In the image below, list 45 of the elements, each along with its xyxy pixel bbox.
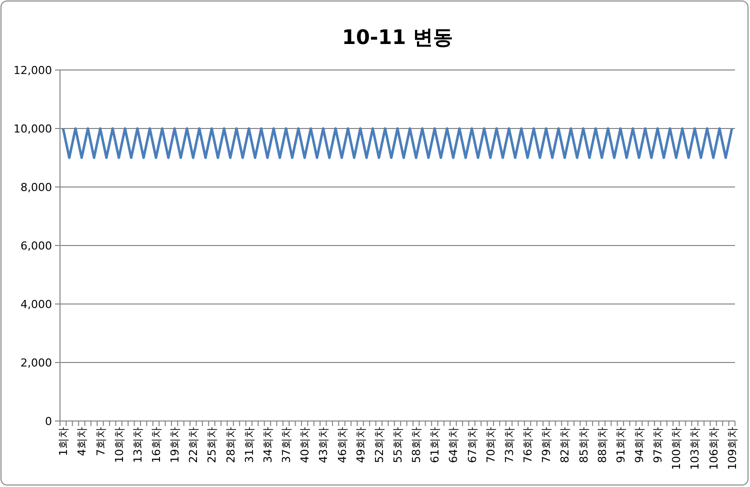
- y-tick-label: 12,000: [14, 64, 52, 77]
- x-tick-label: 31회차: [242, 427, 256, 463]
- x-tick-label: 13회차: [131, 427, 144, 463]
- x-tick-label: 7회차: [94, 427, 108, 456]
- x-tick-label: 43회차: [317, 427, 330, 463]
- x-tick-label: 22회차: [187, 427, 200, 463]
- y-tick-label: 10,000: [14, 122, 52, 136]
- x-tick-label: 76회차: [522, 427, 535, 463]
- y-tick-label: 6,000: [20, 240, 52, 252]
- y-tick-label: 0: [45, 415, 52, 428]
- x-tick-label: 67회차: [466, 427, 479, 463]
- x-tick-label: 16회차: [150, 427, 163, 463]
- y-tick-label: 2,000: [20, 356, 52, 370]
- x-tick-label: 97회차: [652, 427, 665, 463]
- x-tick-label: 37회차: [280, 427, 294, 463]
- x-tick-label: 88회차: [596, 427, 609, 463]
- x-tick-label: 100회차: [670, 427, 684, 470]
- y-tick-label: 8,000: [20, 181, 52, 194]
- x-tick-label: 79회차: [540, 427, 554, 463]
- x-tick-label: 34회차: [261, 427, 274, 463]
- x-tick-label: 55회차: [392, 427, 404, 463]
- x-tick-label: 73회차: [502, 427, 516, 463]
- x-tick-label: 91회차: [614, 427, 628, 463]
- x-tick-label: 106회차: [707, 427, 720, 470]
- x-tick-label: 28회차: [224, 427, 238, 463]
- x-tick-label: 40회차: [298, 427, 312, 463]
- x-tick-label: 1회차: [57, 427, 70, 456]
- x-tick-label: 25회차: [206, 427, 219, 463]
- x-tick-label: 49회차: [354, 427, 368, 463]
- x-tick-label: 103회차: [688, 427, 702, 470]
- x-tick-label: 46회차: [336, 427, 349, 463]
- x-tick-label: 64회차: [447, 427, 460, 463]
- x-tick-label: 4회차: [76, 427, 89, 456]
- y-tick-label: 4,000: [20, 298, 52, 311]
- x-tick-label: 61회차: [428, 427, 442, 463]
- x-tick-label: 58회차: [410, 427, 424, 463]
- x-tick-label: 85회차: [577, 427, 590, 463]
- chart-title: 10-11 변동: [342, 25, 453, 49]
- x-tick-label: 94회차: [633, 427, 646, 463]
- x-tick-label: 109회차: [726, 427, 739, 470]
- x-tick-label: 10회차: [112, 427, 126, 463]
- x-tick-label: 82회차: [558, 427, 572, 463]
- x-tick-label: 70회차: [484, 427, 498, 463]
- x-tick-label: 52회차: [372, 427, 386, 463]
- x-tick-label: 19회차: [168, 427, 182, 463]
